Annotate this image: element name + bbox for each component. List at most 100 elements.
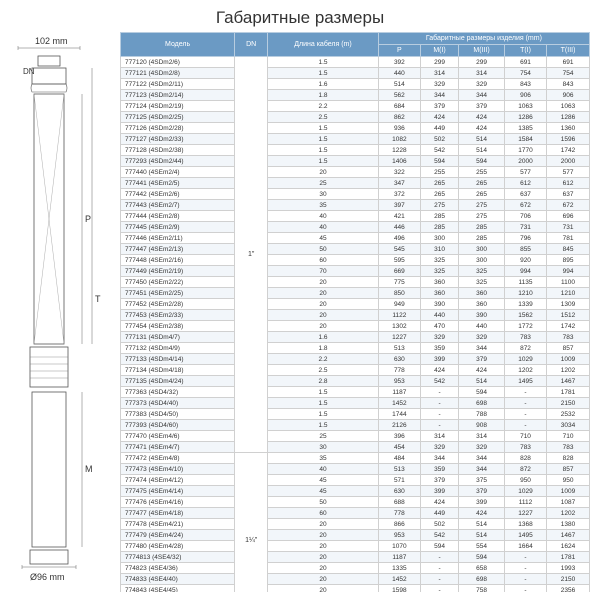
cell: 1.6 <box>268 79 379 90</box>
cell: 1770 <box>504 145 546 156</box>
table-row: 777373 (4SD4/40)1.51452-698-2150 <box>121 398 590 409</box>
cell: 45 <box>268 475 379 486</box>
cell: 920 <box>504 255 546 266</box>
cell: 696 <box>547 211 590 222</box>
cell: 265 <box>459 189 505 200</box>
cell: 1.5 <box>268 409 379 420</box>
cell-model: 777135 (4SDm4/24) <box>121 376 235 387</box>
cell: 314 <box>420 68 458 79</box>
cell: 360 <box>459 288 505 299</box>
cell-model: 777440 (4SEm2/4) <box>121 167 235 178</box>
cell: 20 <box>268 167 379 178</box>
cell: 778 <box>378 365 420 376</box>
cell: 1360 <box>547 123 590 134</box>
cell: 1467 <box>547 376 590 387</box>
cell: 906 <box>547 90 590 101</box>
cell: 1122 <box>378 310 420 321</box>
cell: 612 <box>547 178 590 189</box>
th-cable: Длина кабеля (m) <box>268 33 379 57</box>
cell: 1009 <box>547 354 590 365</box>
cell: 1202 <box>504 365 546 376</box>
cell: 1380 <box>547 519 590 530</box>
cell: 20 <box>268 585 379 593</box>
cell-model: 777132 (4SDm4/9) <box>121 343 235 354</box>
cell: 857 <box>547 464 590 475</box>
cell: 637 <box>504 189 546 200</box>
cell: 554 <box>459 541 505 552</box>
cell: 424 <box>420 365 458 376</box>
table-row: 777478 (4SEm4/21)2086650251413681380 <box>121 519 590 530</box>
cell: 440 <box>378 68 420 79</box>
cell-model: 777133 (4SDm4/14) <box>121 354 235 365</box>
cell: 612 <box>504 178 546 189</box>
cell: 1781 <box>547 552 590 563</box>
cell: 698 <box>459 398 505 409</box>
table-row: 777442 (4SEm2/6)30372265265637637 <box>121 189 590 200</box>
cell: - <box>504 398 546 409</box>
cell: 446 <box>378 222 420 233</box>
cell: 895 <box>547 255 590 266</box>
cell: 2532 <box>547 409 590 420</box>
cell: 994 <box>504 266 546 277</box>
table-row: 777440 (4SEm2/4)20322255255577577 <box>121 167 590 178</box>
cell: 783 <box>504 442 546 453</box>
cell: 30 <box>268 189 379 200</box>
table-row: 774833 (4SE4/40)201452-698-2150 <box>121 574 590 585</box>
cell: 1063 <box>547 101 590 112</box>
table-row: 777124 (4SDm2/19)2.268437937910631063 <box>121 101 590 112</box>
cell: - <box>420 409 458 420</box>
table-row: 777123 (4SDm2/14)1.8562344344906906 <box>121 90 590 101</box>
cell: 906 <box>504 90 546 101</box>
cell: 1781 <box>547 387 590 398</box>
cell: 994 <box>547 266 590 277</box>
cell: 1406 <box>378 156 420 167</box>
cell: 314 <box>420 431 458 442</box>
cell: 1512 <box>547 310 590 321</box>
cell: - <box>420 585 458 593</box>
cell: 949 <box>378 299 420 310</box>
cell-model: 777444 (4SEm2/8) <box>121 211 235 222</box>
cell-model: 777373 (4SD4/40) <box>121 398 235 409</box>
cell-model: 777120 (4SDm2/6) <box>121 57 235 68</box>
cell: - <box>420 574 458 585</box>
cell: 397 <box>378 200 420 211</box>
table-row: 777472 (4SEm4/8)1¼"35484344344828828 <box>121 453 590 464</box>
cell: 265 <box>459 178 505 189</box>
cell: 1029 <box>504 486 546 497</box>
cell: 325 <box>459 277 505 288</box>
cell: 1596 <box>547 134 590 145</box>
cell-dn: 1" <box>235 57 268 453</box>
table-row: 777441 (4SEm2/5)25347265265612612 <box>121 178 590 189</box>
table-row: 774843 (4SE4/45)201598-758-2356 <box>121 585 590 593</box>
cell: 1286 <box>504 112 546 123</box>
cell: 1.5 <box>268 145 379 156</box>
table-row: 777450 (4SEm2/22)2077536032511351100 <box>121 277 590 288</box>
cell: 3034 <box>547 420 590 431</box>
cell: 347 <box>378 178 420 189</box>
cell: 424 <box>459 123 505 134</box>
cell-model: 777451 (4SEm2/25) <box>121 288 235 299</box>
cell: 265 <box>420 189 458 200</box>
table-row: 777126 (4SDm2/28)1.593644942413851360 <box>121 123 590 134</box>
cell: 843 <box>504 79 546 90</box>
cell-model: 777471 (4SEm4/7) <box>121 442 235 453</box>
cell: 275 <box>459 200 505 211</box>
cell: 275 <box>420 200 458 211</box>
cell: 1100 <box>547 277 590 288</box>
cell-model: 777450 (4SEm2/22) <box>121 277 235 288</box>
cell: 778 <box>378 508 420 519</box>
cell: - <box>420 387 458 398</box>
cell: 20 <box>268 519 379 530</box>
cell: 688 <box>378 497 420 508</box>
table-row: 777471 (4SEm4/7)30454329329783783 <box>121 442 590 453</box>
cell: 424 <box>420 112 458 123</box>
cell: 379 <box>459 354 505 365</box>
cell-model: 777473 (4SEm4/10) <box>121 464 235 475</box>
cell: 1135 <box>504 277 546 288</box>
cell: 379 <box>459 101 505 112</box>
cell: 788 <box>459 409 505 420</box>
cell: 70 <box>268 266 379 277</box>
cell-model: 777442 (4SEm2/6) <box>121 189 235 200</box>
cell-model: 7774813 (4SE4/32) <box>121 552 235 563</box>
cell: 314 <box>459 431 505 442</box>
